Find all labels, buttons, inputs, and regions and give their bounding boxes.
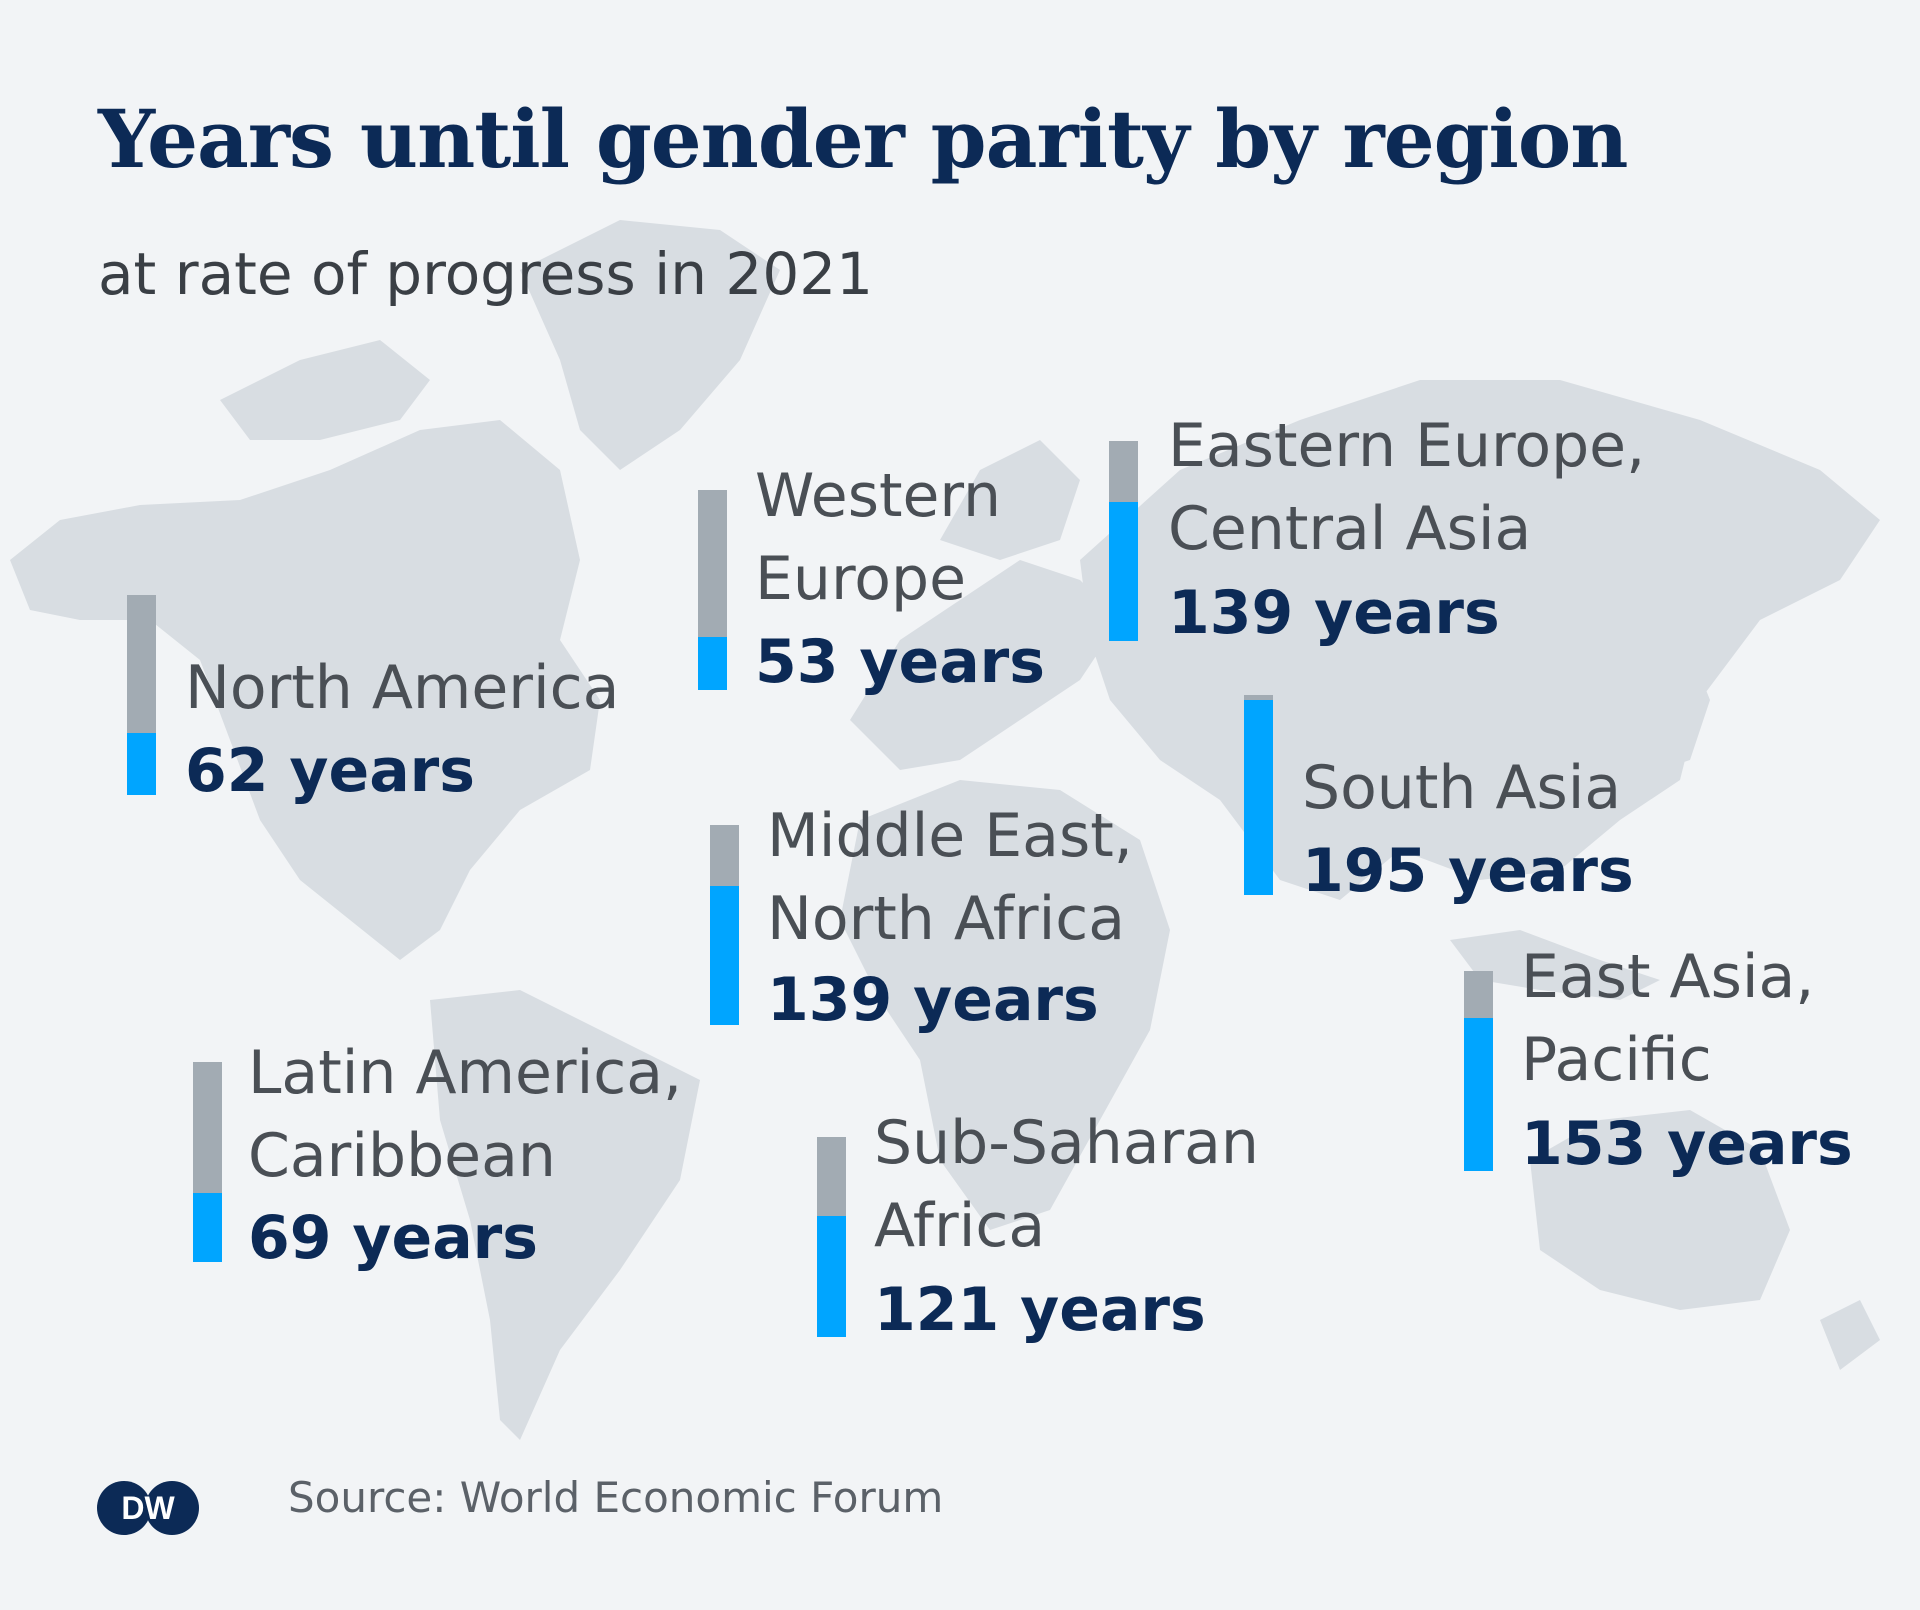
bar-fill-eastern-europe-central-asia <box>1109 502 1138 641</box>
label-middle-east-north-africa: Middle East, North Africa <box>767 795 1133 961</box>
bar-fill-latin-america-caribbean <box>193 1193 222 1262</box>
label-south-asia: South Asia <box>1302 747 1621 830</box>
label-western-europe: Western Europe <box>755 455 1001 621</box>
label-line: Eastern Europe, <box>1168 411 1646 481</box>
bar-fill-sub-saharan-africa <box>817 1216 846 1337</box>
label-line: East Asia, <box>1521 942 1815 1012</box>
bar-latin-america-caribbean <box>193 1062 222 1262</box>
label-line: Central Asia <box>1168 494 1532 564</box>
label-line: Africa <box>874 1191 1046 1261</box>
label-sub-saharan-africa: Sub-Saharan Africa <box>874 1102 1259 1268</box>
dw-logo: DW <box>97 1481 199 1535</box>
value-sub-saharan-africa: 121 years <box>874 1275 1206 1345</box>
chart-subtitle: at rate of progress in 2021 <box>98 240 874 308</box>
label-line: Latin America, <box>248 1038 683 1108</box>
bar-western-europe <box>698 490 727 690</box>
label-line: Pacific <box>1521 1025 1712 1095</box>
label-east-asia-pacific: East Asia, Pacific <box>1521 936 1814 1102</box>
value-middle-east-north-africa: 139 years <box>767 965 1099 1035</box>
bar-fill-middle-east-north-africa <box>710 886 739 1025</box>
value-east-asia-pacific: 153 years <box>1521 1109 1853 1179</box>
label-eastern-europe-central-asia: Eastern Europe, Central Asia <box>1168 405 1645 571</box>
chart-title: Years until gender parity by region <box>98 92 1628 186</box>
value-western-europe: 53 years <box>755 627 1045 697</box>
bar-fill-south-asia <box>1244 700 1273 895</box>
bar-sub-saharan-africa <box>817 1137 846 1337</box>
value-north-america: 62 years <box>185 736 475 806</box>
value-south-asia: 195 years <box>1302 836 1634 906</box>
bar-eastern-europe-central-asia <box>1109 441 1138 641</box>
label-line: Europe <box>755 544 966 614</box>
bar-middle-east-north-africa <box>710 825 739 1025</box>
bar-north-america <box>127 595 156 795</box>
value-eastern-europe-central-asia: 139 years <box>1168 578 1500 648</box>
bar-fill-east-asia-pacific <box>1464 1018 1493 1171</box>
label-line: North America <box>185 653 620 723</box>
label-line: North Africa <box>767 884 1126 954</box>
label-line: Caribbean <box>248 1121 556 1191</box>
label-line: Western <box>755 461 1002 531</box>
label-north-america: North America <box>185 647 619 730</box>
source-note: Source: World Economic Forum <box>288 1473 944 1522</box>
label-latin-america-caribbean: Latin America, Caribbean <box>248 1032 682 1198</box>
bar-east-asia-pacific <box>1464 971 1493 1171</box>
bar-south-asia <box>1244 695 1273 895</box>
logo-text: DW <box>121 1490 175 1526</box>
bar-fill-western-europe <box>698 637 727 690</box>
label-line: South Asia <box>1302 753 1622 823</box>
value-latin-america-caribbean: 69 years <box>248 1203 538 1273</box>
bar-fill-north-america <box>127 733 156 795</box>
label-line: Sub-Saharan <box>874 1108 1259 1178</box>
label-line: Middle East, <box>767 801 1133 871</box>
